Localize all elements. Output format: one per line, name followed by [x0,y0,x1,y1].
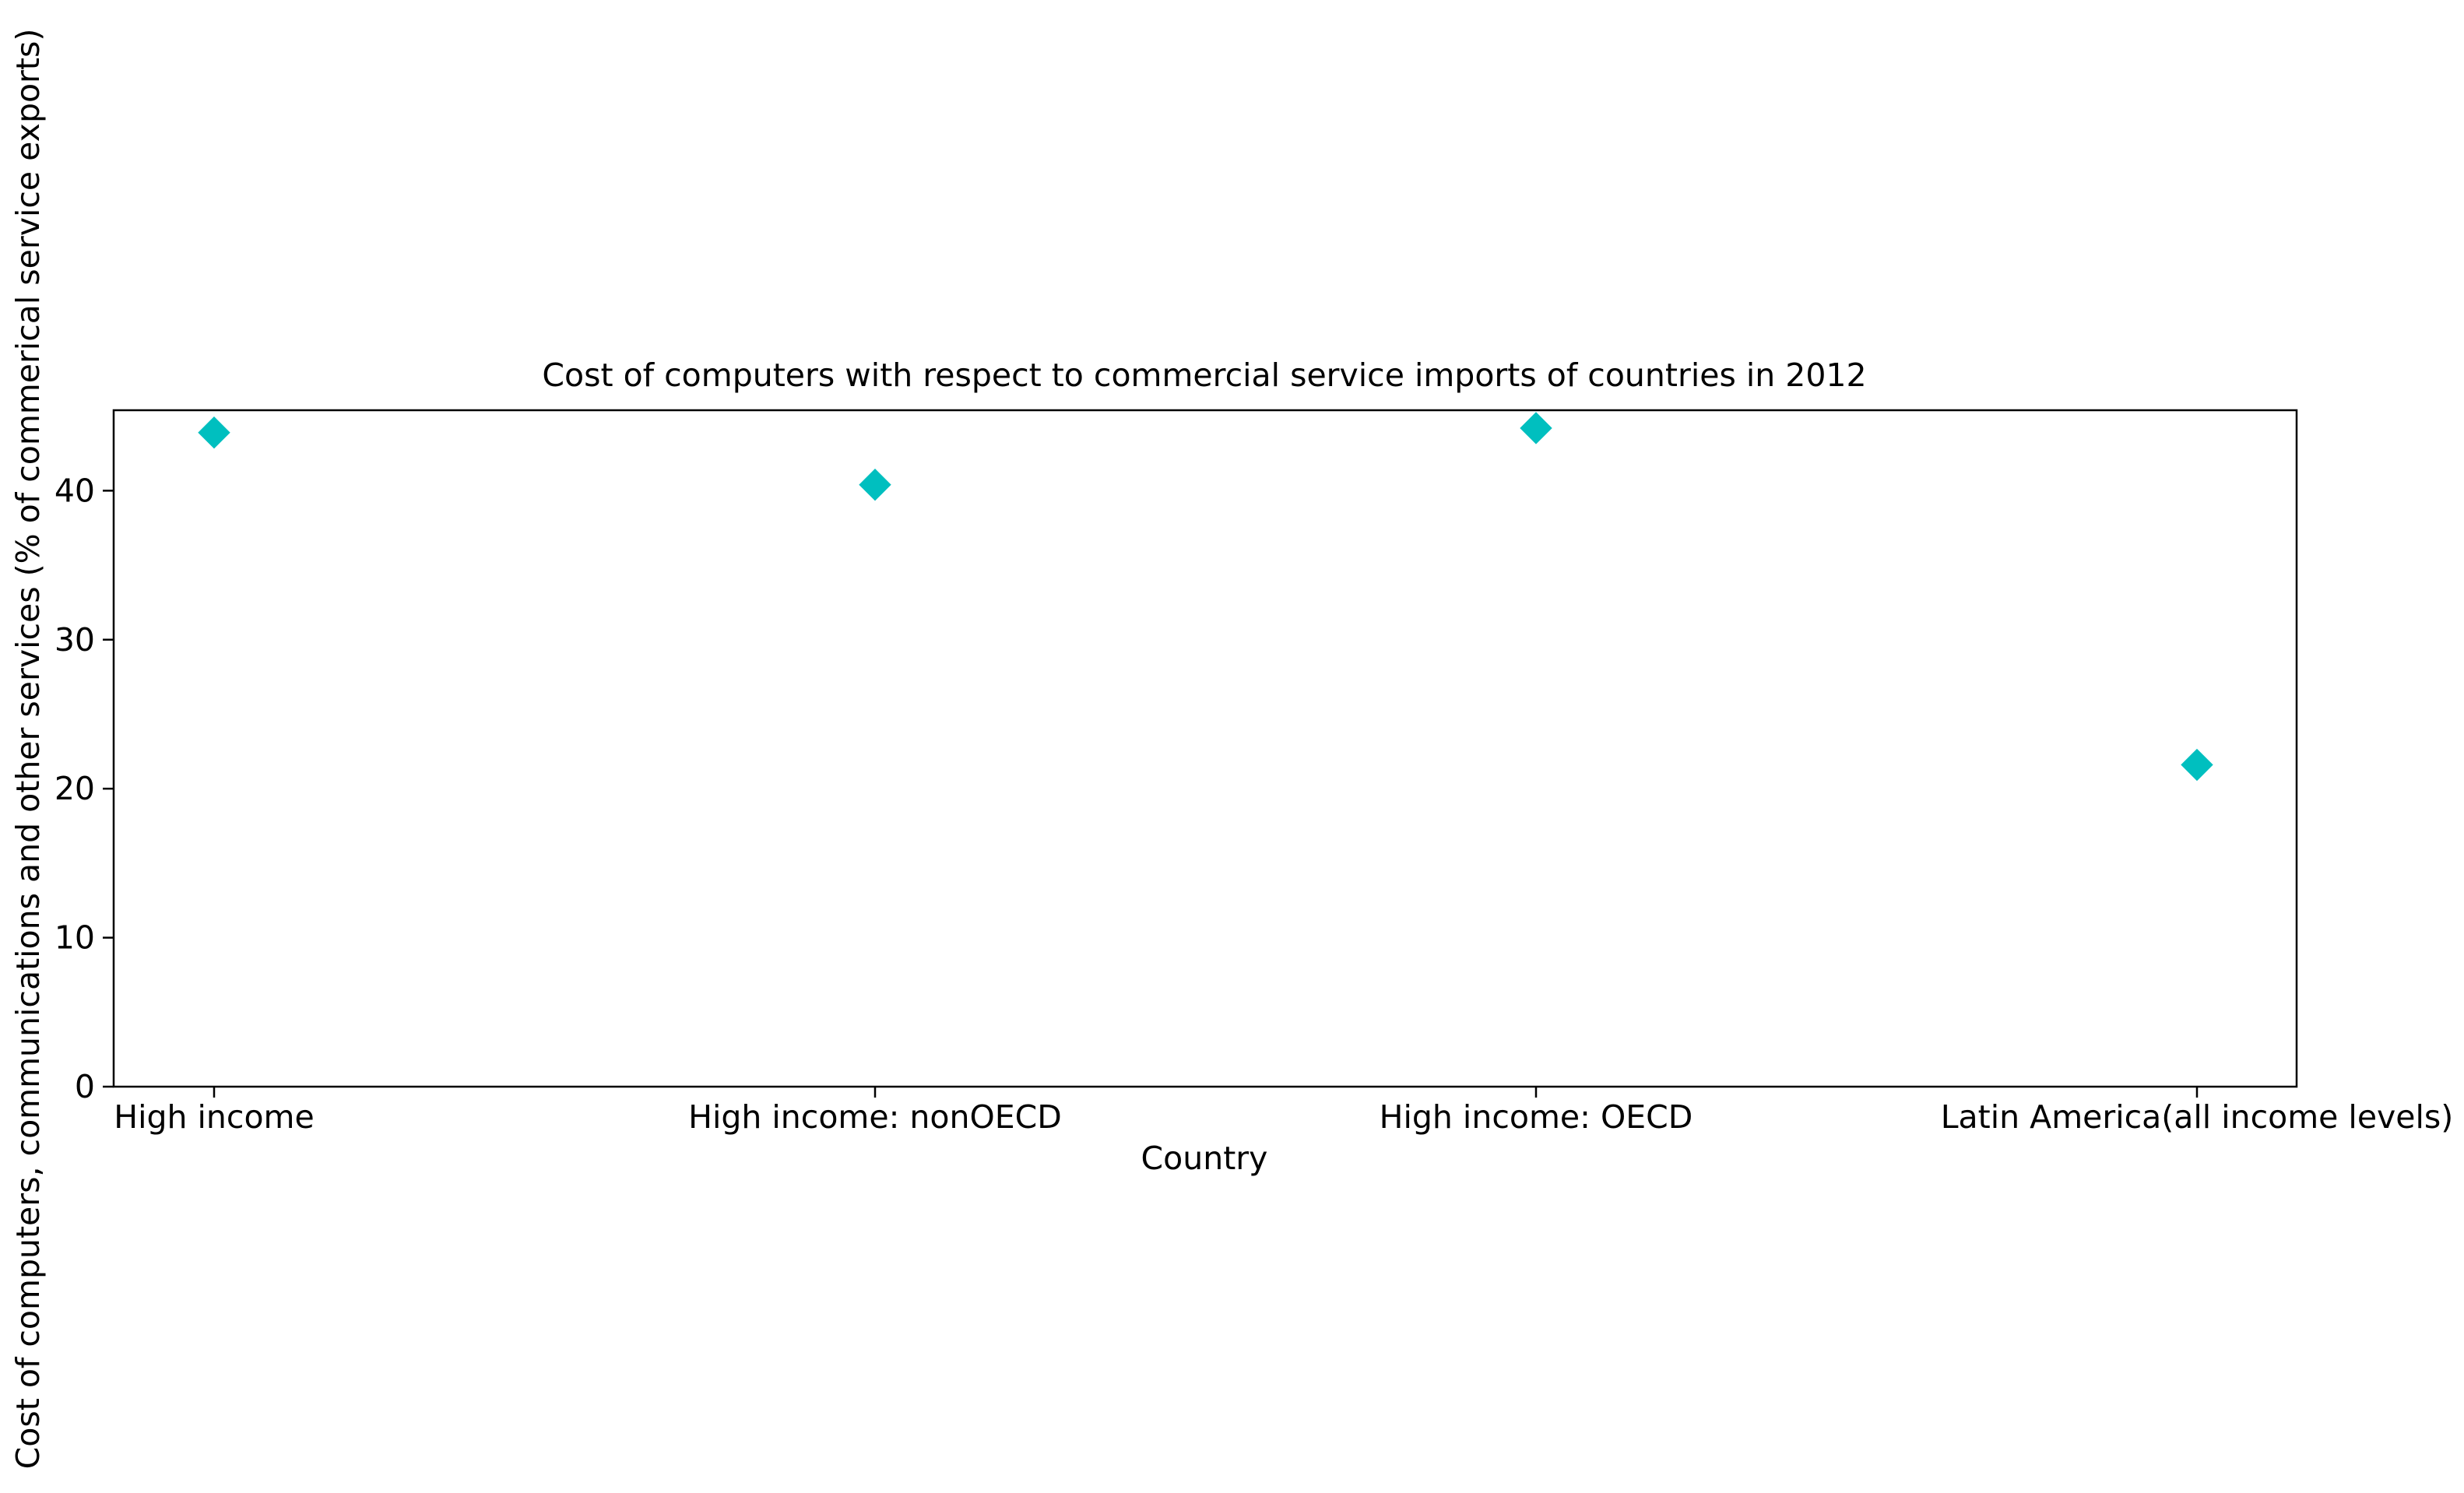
data-point [1520,412,1552,444]
y-axis-label: Cost of computers, communications and ot… [9,29,47,1470]
chart-title: Cost of computers with respect to commer… [542,357,1866,394]
plot-frame [112,409,2298,1088]
x-tick-label: Latin America(all income levels) [1941,1098,2454,1136]
x-tick-label: High income: OECD [1380,1098,1693,1136]
x-axis-label: Country [1141,1140,1268,1177]
y-tick-label: 0 [75,1068,95,1105]
data-point [2181,748,2213,782]
x-tick-label: High income [114,1098,314,1136]
y-axis: 0 10 20 30 40 [54,472,114,1105]
y-tick-label: 40 [54,472,95,509]
data-points [198,412,2213,782]
x-axis: High income High income: nonOECD High inco… [114,1087,2453,1136]
data-point [859,468,891,501]
data-point [198,416,230,449]
x-tick-label: High income: nonOECD [688,1098,1062,1136]
y-tick-label: 10 [54,919,95,957]
y-tick-label: 20 [54,770,95,807]
y-tick-label: 30 [54,621,95,659]
